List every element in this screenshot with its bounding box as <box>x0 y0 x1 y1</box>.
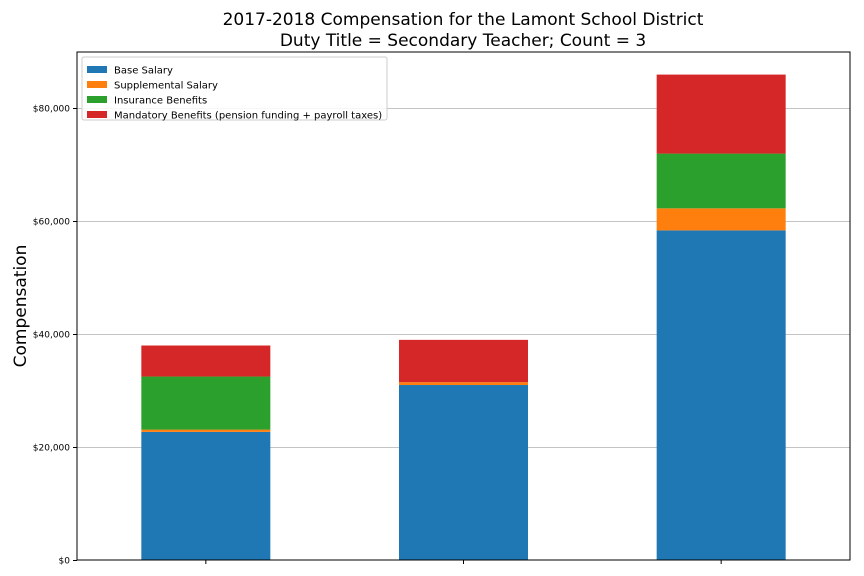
legend-label: Base Salary <box>114 66 173 77</box>
legend-box <box>81 56 388 121</box>
axis-ticks: $0 $20,000 $40,000 $60,000 $80,000 <box>33 105 722 567</box>
chart-title-line-1: 2017-2018 Compensation for the Lamont Sc… <box>223 10 704 30</box>
y-tick-label: $80,000 <box>33 105 70 115</box>
bar-segment-base-salary <box>141 431 271 560</box>
y-tick-label: $0 <box>59 557 71 567</box>
chart-title-line-2: Duty Title = Secondary Teacher; Count = … <box>280 31 646 51</box>
legend: Base Salary Supplemental Salary Insurance … <box>81 56 388 122</box>
bar-segment-mandatory-benefits-pension-funding-payroll-taxes <box>141 345 271 377</box>
bar-segment-mandatory-benefits-pension-funding-payroll-taxes <box>656 74 786 154</box>
legend-swatch <box>87 96 107 103</box>
legend-swatch <box>87 66 107 73</box>
bar-segment-supplemental-salary <box>656 208 786 231</box>
legend-label: Supplemental Salary <box>114 81 218 92</box>
y-tick-label: $40,000 <box>33 331 70 341</box>
bar-segment-mandatory-benefits-pension-funding-payroll-taxes <box>399 339 528 383</box>
bar-segment-supplemental-salary <box>399 382 528 386</box>
legend-swatch <box>87 111 107 118</box>
legend-label: Insurance Benefits <box>114 96 207 107</box>
bar-segment-insurance-benefits <box>656 153 786 209</box>
legend-label: Mandatory Benefits (pension funding + pa… <box>114 111 382 122</box>
bar-segment-base-salary <box>656 230 786 560</box>
y-axis-label: Compensation <box>11 245 31 368</box>
y-tick-label: $60,000 <box>33 218 70 228</box>
legend-swatch <box>87 81 107 88</box>
bar-segment-insurance-benefits <box>141 376 271 430</box>
y-tick-label: $20,000 <box>33 444 70 454</box>
bars <box>141 74 786 560</box>
bar-segment-supplemental-salary <box>141 429 271 432</box>
bar-segment-base-salary <box>399 385 528 560</box>
